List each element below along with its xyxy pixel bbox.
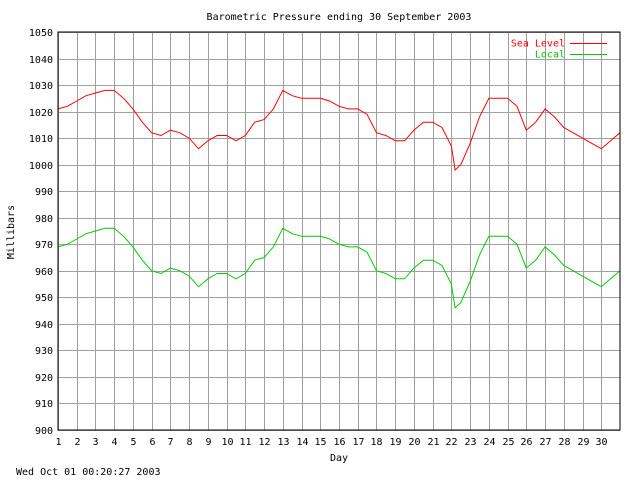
plot-frame — [57, 31, 621, 431]
x-tick-label: 7 — [167, 437, 173, 448]
y-tick-label: 1050 — [29, 28, 53, 39]
series-line-sea-level — [57, 89, 621, 172]
x-tick-label: 6 — [149, 437, 155, 448]
chart-title: Barometric Pressure ending 30 September … — [207, 12, 472, 23]
y-tick-label: 980 — [35, 214, 53, 225]
x-tick-label: 30 — [595, 437, 607, 448]
y-tick-label: 1010 — [29, 134, 53, 145]
x-tick-label: 9 — [205, 437, 211, 448]
x-tick-labels: 1 2 3 4 5 6 7 8 9 10 11 12 13 14 15 16 17 18 19 20 21 22 23 24 2… — [55, 437, 607, 448]
series-line-local — [57, 227, 621, 309]
series-lines — [57, 89, 621, 309]
x-tick-label: 21 — [427, 437, 439, 448]
grid — [58, 32, 620, 431]
x-tick-label: 23 — [464, 437, 476, 448]
x-tick-label: 28 — [558, 437, 570, 448]
y-tick-labels: 900 910 920 930 940 950 960 970 980 990 1000 1010 10… — [29, 28, 53, 437]
x-tick-label: 17 — [352, 437, 364, 448]
x-axis-label: Day — [330, 453, 348, 464]
y-tick-label: 990 — [35, 187, 53, 198]
y-tick-label: 900 — [35, 426, 53, 437]
x-tick-label: 27 — [539, 437, 551, 448]
x-tick-label: 10 — [221, 437, 233, 448]
legend-label: Sea Level — [511, 39, 565, 50]
x-tick-label: 18 — [370, 437, 382, 448]
y-axis-label: Millibars — [6, 205, 17, 259]
x-tick-label: 15 — [314, 437, 326, 448]
y-tick-label: 910 — [35, 399, 53, 410]
x-tick-label: 5 — [130, 437, 136, 448]
y-tick-label: 940 — [35, 320, 53, 331]
y-tick-label: 950 — [35, 293, 53, 304]
y-tick-label: 920 — [35, 373, 53, 384]
y-tick-label: 930 — [35, 346, 53, 357]
x-tick-label: 2 — [74, 437, 80, 448]
x-tick-label: 12 — [258, 437, 270, 448]
x-tick-label: 1 — [55, 437, 61, 448]
y-tick-label: 1030 — [29, 81, 53, 92]
x-tick-label: 16 — [333, 437, 345, 448]
y-tick-label: 960 — [35, 267, 53, 278]
x-tick-label: 29 — [577, 437, 589, 448]
timestamp-footer: Wed Oct 01 00:20:27 2003 — [16, 467, 161, 478]
x-tick-label: 24 — [483, 437, 495, 448]
x-tick-label: 11 — [239, 437, 251, 448]
x-tick-label: 25 — [502, 437, 514, 448]
y-tick-label: 1040 — [29, 55, 53, 66]
x-tick-label: 4 — [111, 437, 117, 448]
y-tick-label: 1020 — [29, 108, 53, 119]
x-tick-label: 13 — [277, 437, 289, 448]
y-tick-label: 970 — [35, 240, 53, 251]
x-tick-label: 19 — [389, 437, 401, 448]
x-tick-label: 22 — [445, 437, 457, 448]
x-tick-label: 8 — [186, 437, 192, 448]
x-tick-label: 3 — [92, 437, 98, 448]
x-tick-label: 26 — [520, 437, 532, 448]
legend-label: Local — [535, 50, 565, 61]
x-tick-label: 20 — [408, 437, 420, 448]
x-tick-label: 14 — [296, 437, 308, 448]
y-tick-label: 1000 — [29, 161, 53, 172]
